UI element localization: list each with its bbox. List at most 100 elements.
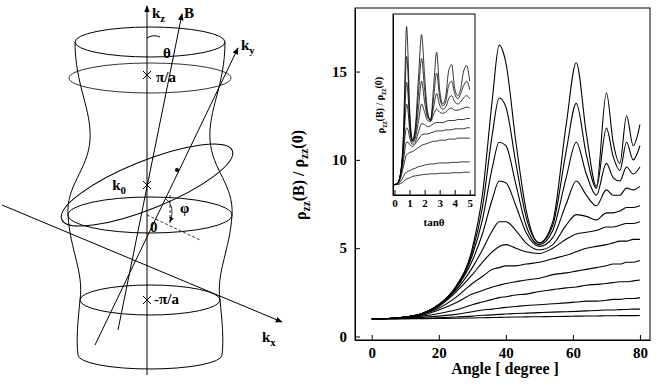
text-part: (B) / ρ [290,159,308,201]
axis-line [356,340,651,341]
text-part: (0) [373,77,385,89]
y-axis-title: ρzz(B) / ρzz(0) [289,130,312,220]
tick: 0 [340,329,361,345]
lines [395,26,470,184]
data-line [395,162,470,185]
y-axis-title: ρzz(B) / ρzz(0) [373,77,388,133]
subscript: y [249,44,255,56]
figure: kzBθkyπ/ak00φkx-π/a020406080051015Angle … [0,0,670,386]
tick-label: 15 [332,64,347,80]
tick: 1 [407,190,413,209]
tick-mark [640,335,641,340]
diagram-label: kz [152,5,165,24]
data-line [395,81,470,184]
main-chart: 020406080051015Angle [ degree ]ρzz(B) / … [289,8,651,378]
b-direction [118,14,182,330]
tick-mark [410,190,411,195]
guide-line [170,195,171,225]
tick-mark [355,248,360,249]
tick-mark [573,335,574,340]
point [175,168,179,172]
tick-label: 10 [332,152,347,168]
diagram-label: -π/a [154,291,179,307]
tick: 20 [432,335,447,361]
ky-axis [95,48,238,345]
text-part: θ [163,45,171,61]
tick: 2 [422,190,428,209]
tick-label: 60 [566,345,581,361]
tick-label: 2 [422,197,428,209]
tick-mark [395,190,396,195]
data-line [395,104,470,185]
zone-boundary-ellipse [75,27,225,57]
tick-mark [355,72,360,73]
data-line [372,315,640,318]
text-part: B [184,5,194,21]
tick-label: 1 [407,197,413,209]
diagram-label: θ [163,45,171,61]
tick-label: 5 [467,197,473,209]
tick-mark [355,160,360,161]
axis-cross [143,71,151,79]
x-axis-title: tanθ [423,216,444,228]
phi-ray [147,215,200,240]
y-axis: 0 5 10 15 [332,9,360,345]
axis-cross [143,296,151,304]
diagram-label: kx [262,329,276,348]
data-line [395,26,470,184]
subscript: zz [300,201,312,211]
diagram-label: ky [241,37,255,56]
tick-label: 0 [369,345,377,361]
data-line [372,298,640,319]
tick: 4 [452,190,458,209]
subscript: zz [298,149,310,159]
tick-label: 5 [340,240,348,256]
tick: 80 [633,335,648,361]
tick: 5 [340,240,361,256]
diagram-label: 0 [150,219,158,235]
tick-mark [372,335,373,340]
tick-mark [506,335,507,340]
axis-cross [143,181,151,189]
axis-line [394,195,476,196]
tick: 60 [566,335,581,361]
tick: 10 [332,152,360,168]
data-line [372,309,640,319]
tick: 0 [369,335,377,361]
text-part: φ [180,200,189,216]
diagram-label: φ [180,200,189,216]
data-line [395,138,470,185]
data-line [395,56,470,184]
tick: 5 [467,190,473,209]
text-part: 0 [150,219,158,235]
text-part: -π/a [154,291,179,307]
tick-label: 80 [633,345,648,361]
text-part: tanθ [423,216,444,228]
diagram-label: k0 [112,177,126,196]
inset-background [372,10,479,200]
axis-line [393,15,394,196]
data-line [372,222,640,319]
data-line [372,239,640,318]
tick-mark [439,335,440,340]
surface-outline [210,42,232,355]
diagram-label: π/a [156,69,176,85]
surface-outline [68,42,90,355]
theta-arc [147,36,160,38]
phi-arc [165,198,172,222]
surface-bottom [78,355,222,369]
data-line [395,172,470,184]
tick: 40 [499,335,514,361]
subscript: x [270,336,276,348]
text-part: ρ [292,211,310,220]
axis-line [355,9,356,341]
tick-mark [355,336,360,337]
subscript: 0 [121,184,126,196]
tick-label: 40 [499,345,514,361]
tick-label: 0 [392,197,398,209]
data-line [395,118,470,184]
x-axis-title: Angle [ degree ] [451,360,559,378]
cross-section [69,63,231,93]
text-part: (B) / ρ [374,95,386,121]
subscript: z [160,12,165,24]
